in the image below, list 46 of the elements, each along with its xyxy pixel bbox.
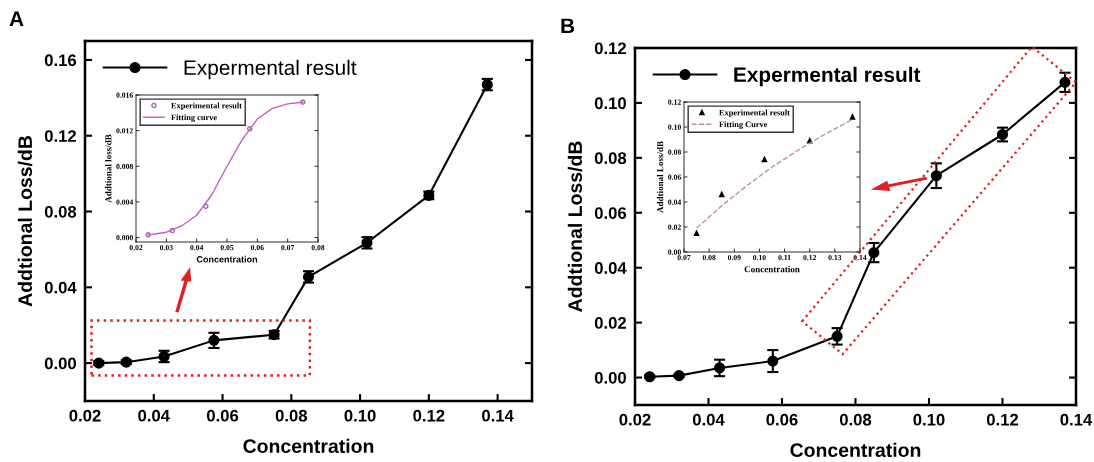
- chart-title: B: [561, 18, 575, 33]
- legend-label: Expermental result: [184, 59, 357, 80]
- x-tick-label: 0.12: [986, 413, 1019, 426]
- y-axis-title: Addtional loss/dB: [105, 134, 112, 203]
- x-axis-title: Concentration: [790, 442, 921, 458]
- y-tick-label: 0.04: [44, 281, 77, 294]
- x-tick-label: 0.06: [206, 409, 239, 422]
- x-tick-label: 0.08: [839, 413, 872, 426]
- x-tick-label: 0.10: [913, 413, 945, 426]
- x-tick-label: 0.02: [619, 413, 651, 426]
- legend-label: Experimental result: [719, 109, 790, 118]
- point: [693, 230, 700, 237]
- legend-label: Fitting curve: [171, 114, 217, 122]
- x-axis-title: Concentration: [243, 438, 374, 454]
- y-tick-label: 0.08: [594, 152, 627, 165]
- legend-label: Expermental result: [734, 66, 921, 87]
- y-tick-label: 0.12: [594, 42, 626, 55]
- y-axis-title: Addtional Loss/dB: [17, 136, 33, 307]
- x-axis-title: Concentration: [744, 265, 800, 273]
- x-tick-label: 0.14: [482, 409, 514, 422]
- y-tick-label: 0.10: [594, 97, 626, 110]
- legend-label: Experimental result: [171, 102, 242, 111]
- point: [761, 156, 768, 163]
- x-tick-label: 0.10: [344, 409, 376, 422]
- y-tick-label: 0.00: [44, 357, 76, 370]
- y-tick-label: 0.08: [44, 205, 77, 218]
- y-tick-label: 0.00: [594, 371, 626, 384]
- x-tick-label: 0.12: [413, 409, 445, 422]
- x-tick-label: 0.04: [138, 409, 170, 422]
- point: [849, 114, 856, 120]
- x-tick-label: 0.02: [69, 409, 101, 422]
- y-axis-title: Addtional Loss/dB: [567, 141, 583, 312]
- y-tick-label: 0.06: [594, 207, 627, 219]
- y-axis-title: Addtional Loss/dB: [656, 141, 664, 213]
- x-tick-label: 0.06: [766, 413, 798, 426]
- x-tick-label: 0.08: [275, 409, 308, 422]
- y-tick-label: 0.02: [594, 317, 626, 329]
- chart-title: A: [9, 11, 24, 26]
- x-axis-title: Concentration: [196, 255, 258, 263]
- y-tick-label: 0.12: [44, 130, 76, 142]
- line-series: [147, 101, 304, 236]
- legend-label: Fitting Curve: [719, 121, 768, 129]
- point: [718, 191, 725, 198]
- x-tick-label: 0.14: [1060, 413, 1093, 426]
- y-tick-label: 0.16: [44, 54, 77, 67]
- x-tick-label: 0.04: [692, 413, 725, 426]
